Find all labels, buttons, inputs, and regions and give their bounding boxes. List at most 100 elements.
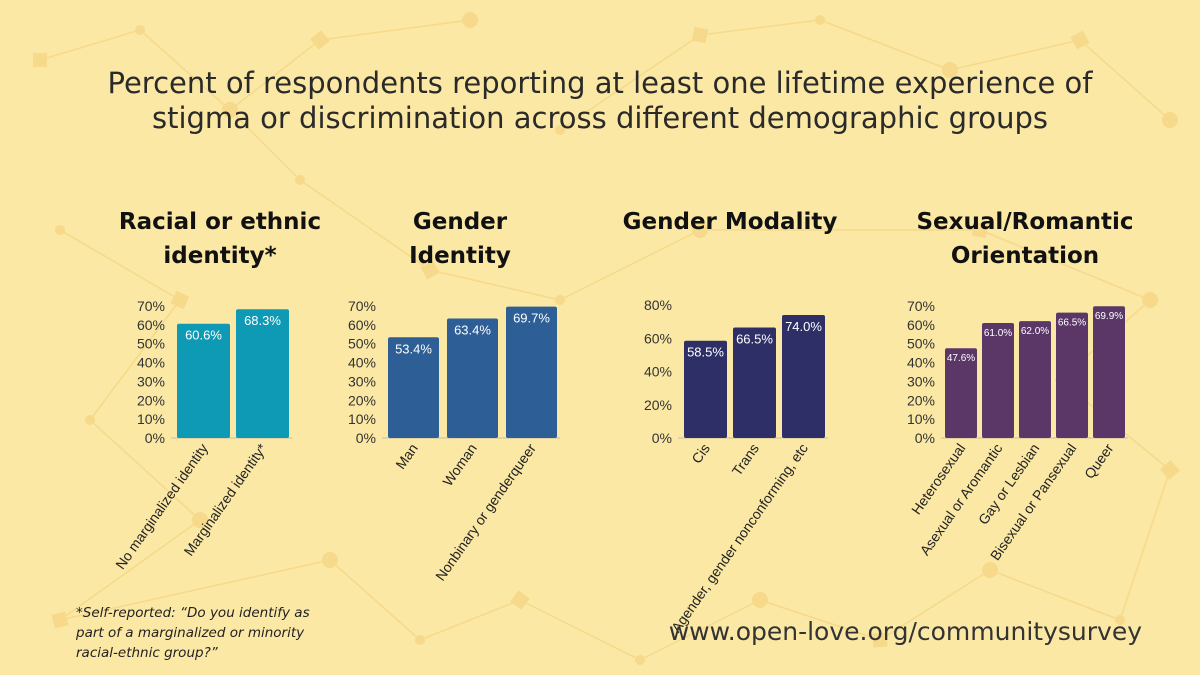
y-tick-label: 20% <box>644 397 672 413</box>
constellation-star <box>942 62 958 78</box>
constellation-star <box>1115 615 1125 625</box>
title-line-2: stigma or discrimination across differen… <box>151 101 1049 135</box>
constellation-line <box>879 569 991 641</box>
data-label: 61.0% <box>984 328 1012 339</box>
constellation-line <box>139 29 231 111</box>
bar <box>506 306 557 438</box>
bar <box>447 318 498 438</box>
data-label: 47.6% <box>947 353 975 364</box>
constellation-star <box>815 15 825 25</box>
panel-title-orientation: Sexual/Romantic Orientation <box>890 205 1160 273</box>
constellation-star <box>135 25 145 35</box>
bar <box>733 327 776 438</box>
y-tick-label: 60% <box>907 317 935 333</box>
data-label: 68.3% <box>244 313 281 328</box>
constellation-star <box>322 552 338 568</box>
panel-title-line: Gender Modality <box>622 209 838 235</box>
y-tick-label: 50% <box>348 336 376 352</box>
data-label: 74.0% <box>785 319 822 334</box>
y-tick-label: 30% <box>137 373 165 389</box>
y-tick-label: 10% <box>907 411 935 427</box>
data-label: 58.5% <box>687 345 724 360</box>
panel-title-line: Orientation <box>950 243 1100 269</box>
data-label: 60.6% <box>185 328 222 343</box>
bar <box>1019 321 1051 438</box>
constellation-line <box>699 19 821 36</box>
constellation-star <box>555 125 565 135</box>
panel-title-line: Identity <box>409 243 511 269</box>
constellation-line <box>979 229 1151 301</box>
constellation-star <box>192 512 208 528</box>
constellation-star <box>691 26 709 44</box>
constellation-line <box>59 559 331 621</box>
panel-title-modality: Gender Modality <box>600 205 860 239</box>
y-tick-label: 80% <box>644 297 672 313</box>
panel-title-gender: Gender Identity <box>340 205 580 273</box>
y-tick-label: 60% <box>348 317 376 333</box>
constellation-line <box>319 19 471 41</box>
title-line-1: Percent of respondents reporting at leas… <box>107 66 1093 100</box>
y-tick-label: 0% <box>652 430 672 446</box>
constellation-line <box>89 419 201 521</box>
data-label: 66.5% <box>1058 318 1086 329</box>
constellation-star <box>33 53 47 67</box>
y-tick-label: 40% <box>644 364 672 380</box>
panel-title-line: Gender <box>412 209 508 235</box>
constellation-line <box>819 19 951 71</box>
data-label: 69.9% <box>1095 311 1123 322</box>
constellation-star <box>295 175 305 185</box>
constellation-star <box>692 222 708 238</box>
y-tick-label: 60% <box>137 317 165 333</box>
panel-title-line: Racial or ethnic <box>118 209 322 235</box>
data-label: 53.4% <box>395 341 432 356</box>
bar <box>684 340 727 438</box>
bar <box>782 314 825 438</box>
constellation-star <box>462 12 478 28</box>
constellation-line <box>559 229 701 301</box>
y-tick-label: 0% <box>145 430 165 446</box>
y-tick-label: 20% <box>907 392 935 408</box>
constellation-line <box>59 229 181 301</box>
y-tick-label: 50% <box>137 336 165 352</box>
constellation-star <box>170 290 190 310</box>
bar <box>236 309 289 438</box>
constellation-star <box>982 562 998 578</box>
constellation-star <box>1070 30 1090 50</box>
panel-title-line: identity* <box>163 243 277 269</box>
constellation-star <box>51 611 69 629</box>
constellation-line <box>429 269 561 301</box>
constellation-line <box>39 29 141 61</box>
y-tick-label: 40% <box>137 355 165 371</box>
bar <box>945 348 977 438</box>
constellation-star <box>971 221 989 239</box>
constellation-star <box>635 655 645 665</box>
y-tick-label: 30% <box>907 373 935 389</box>
bar <box>177 323 230 438</box>
y-tick-label: 10% <box>137 411 165 427</box>
constellation-line <box>329 559 421 641</box>
data-label: 62.0% <box>1021 326 1049 337</box>
footnote: *Self-reported: “Do you identify as part… <box>76 605 310 661</box>
constellation-line <box>639 599 761 661</box>
y-tick-label: 30% <box>348 373 376 389</box>
bar <box>1056 312 1088 438</box>
constellation-line <box>949 39 1081 71</box>
y-tick-label: 10% <box>348 411 376 427</box>
y-tick-label: 70% <box>348 298 376 314</box>
y-tick-label: 70% <box>137 298 165 314</box>
constellation-star <box>310 30 330 50</box>
bar <box>1093 306 1125 438</box>
constellation-star <box>85 415 95 425</box>
constellation-line <box>59 519 201 621</box>
y-tick-label: 0% <box>356 430 376 446</box>
bar <box>982 322 1014 438</box>
y-tick-label: 40% <box>348 355 376 371</box>
constellation-star <box>510 590 530 610</box>
constellation-star <box>872 632 888 648</box>
constellation-line <box>759 599 881 641</box>
survey-url-link[interactable]: www.open-love.org/communitysurvey <box>668 617 1142 646</box>
